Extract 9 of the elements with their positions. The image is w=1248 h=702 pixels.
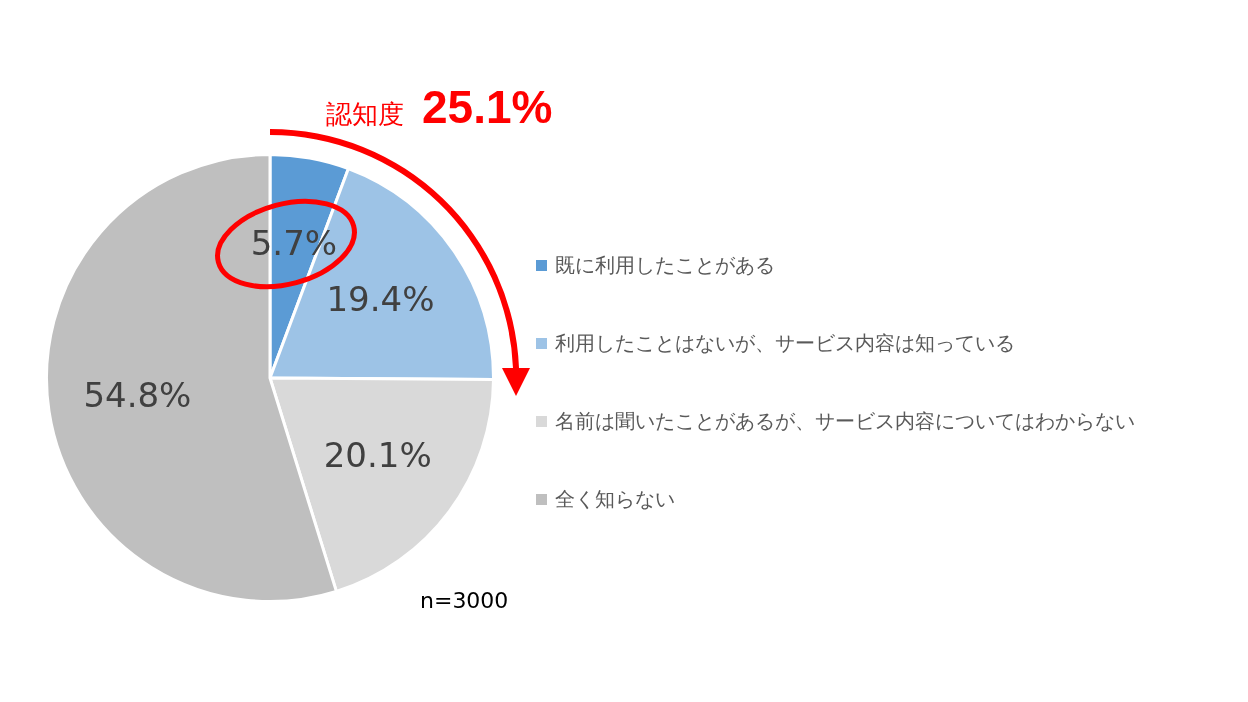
text: 認知度 25.1%: [326, 81, 553, 133]
data-label: 54.8%: [83, 374, 192, 415]
legend-label: 既に利用したことがある: [555, 252, 775, 279]
data-label: 20.1%: [323, 434, 432, 475]
legend-label: 利用したことはないが、サービス内容は知っている: [555, 330, 1015, 357]
data-label: 19.4%: [326, 278, 435, 319]
legend-label: 名前は聞いたことがあるが、サービス内容についてはわからない: [555, 408, 1135, 435]
legend-label: 全く知らない: [555, 486, 675, 513]
text: n=3000: [420, 588, 509, 613]
